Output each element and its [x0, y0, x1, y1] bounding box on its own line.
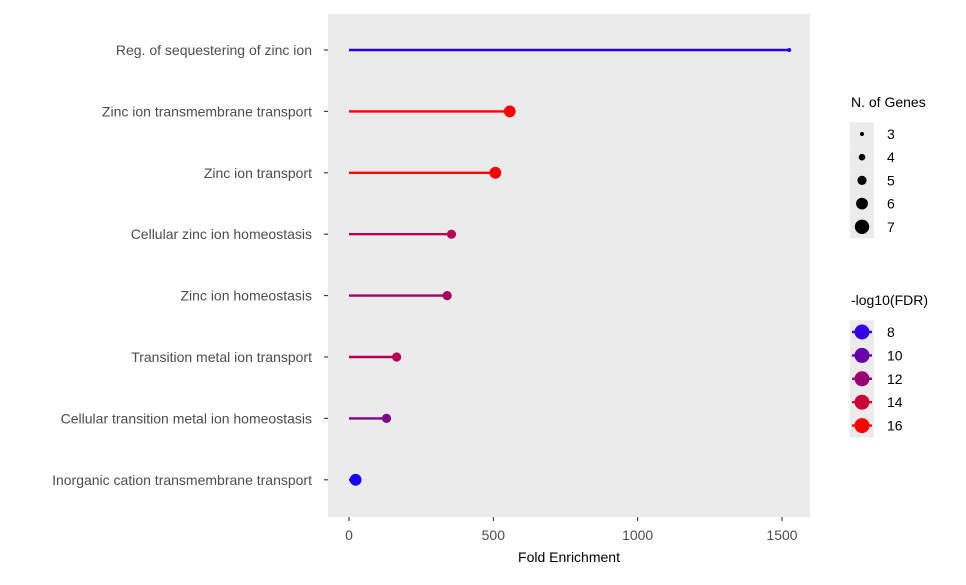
- color-legend-label: 16: [887, 418, 903, 434]
- y-tick-label: Transition metal ion transport: [131, 349, 312, 365]
- x-axis-title: Fold Enrichment: [518, 549, 620, 565]
- y-axis: Reg. of sequestering of zinc ion Zinc ion…: [52, 42, 328, 488]
- color-legend-key: [854, 324, 870, 340]
- y-tick-label: Zinc ion transmembrane transport: [102, 103, 312, 119]
- y-tick-label: Zinc ion homeostasis: [180, 288, 312, 304]
- point-4: [442, 291, 452, 301]
- size-legend-title: N. of Genes: [851, 94, 926, 110]
- color-legend-title: -log10(FDR): [851, 292, 928, 308]
- color-legend-key: [854, 347, 870, 363]
- point-5: [392, 352, 402, 362]
- color-legend-label: 12: [887, 371, 903, 387]
- size-legend-key: [860, 132, 864, 136]
- size-legend-key: [858, 153, 866, 161]
- color-legend-label: 8: [887, 324, 895, 340]
- color-legend-label: 10: [887, 347, 903, 363]
- x-tick-label: 0: [345, 527, 353, 543]
- y-tick-label: Zinc ion transport: [204, 165, 312, 181]
- size-legend-label: 7: [887, 219, 895, 235]
- size-legend-label: 6: [887, 196, 895, 212]
- y-tick-label: Reg. of sequestering of zinc ion: [116, 42, 312, 58]
- size-legend-label: 3: [887, 126, 895, 142]
- x-tick-label: 1000: [622, 527, 653, 543]
- y-tick-label: Inorganic cation transmembrane transport: [52, 472, 312, 488]
- y-tick-label: Cellular zinc ion homeostasis: [131, 226, 312, 242]
- x-axis: 0 500 1000 1500: [345, 517, 798, 543]
- size-legend-label: 4: [887, 149, 895, 165]
- point-2: [489, 166, 502, 179]
- color-legend-key: [854, 418, 870, 434]
- color-legend-key: [854, 394, 870, 410]
- x-tick-label: 1500: [766, 527, 797, 543]
- point-1: [503, 105, 516, 118]
- stems-layer: [349, 48, 790, 481]
- color-legend: -log10(FDR) 8 10 12 14 16: [850, 292, 928, 438]
- size-legend-key: [857, 175, 867, 185]
- point-3: [446, 229, 457, 239]
- color-legend-key: [854, 371, 870, 387]
- size-legend: N. of Genes 3 4 5 6 7: [850, 94, 926, 239]
- point-0: [787, 48, 792, 52]
- point-7: [349, 473, 362, 486]
- color-legend-label: 14: [887, 394, 903, 410]
- plot-panel: [328, 14, 810, 517]
- size-legend-key: [856, 197, 868, 210]
- x-tick-label: 500: [482, 527, 506, 543]
- point-6: [381, 413, 392, 423]
- size-legend-label: 5: [887, 172, 895, 188]
- size-legend-key: [854, 219, 870, 234]
- y-tick-label: Cellular transition metal ion homeostasi…: [61, 410, 312, 426]
- points-layer: [349, 48, 792, 486]
